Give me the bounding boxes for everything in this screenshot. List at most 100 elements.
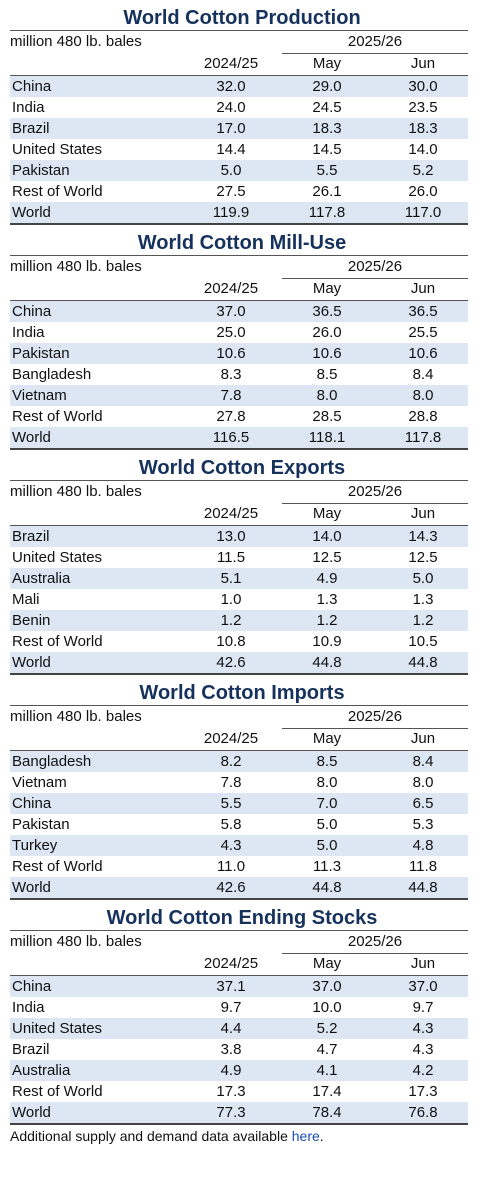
table-row: Vietnam 7.8 8.0 8.0 <box>10 385 468 406</box>
cell-value: 27.5 <box>216 183 246 200</box>
cotton-tables-root: World Cotton Production million 480 lb. b… <box>0 7 484 1145</box>
cell-value: 44.8 <box>408 654 438 671</box>
cell-value: 10.6 <box>408 345 438 362</box>
row-label: Australia <box>12 570 71 587</box>
row-label: Turkey <box>12 837 58 854</box>
cell-value: 5.1 <box>220 570 242 587</box>
column-header: Jun <box>410 55 436 72</box>
cell-value: 10.5 <box>408 633 438 650</box>
cell-value: 44.8 <box>312 654 342 671</box>
cell-value: 10.9 <box>312 633 342 650</box>
marketing-year-label: 2025/26 <box>347 483 403 500</box>
row-label: United States <box>12 1020 103 1037</box>
cell-value: 5.2 <box>316 1020 338 1037</box>
row-label: Brazil <box>12 1041 50 1058</box>
cell-value: 10.6 <box>216 345 246 362</box>
table-row: World 119.9 117.8 117.0 <box>10 202 468 225</box>
cell-value: 5.5 <box>220 795 242 812</box>
column-header: 2024/25 <box>203 55 259 72</box>
cell-value: 5.0 <box>316 837 338 854</box>
row-label: China <box>12 303 52 320</box>
year-span-rule <box>282 953 468 954</box>
cell-value: 44.8 <box>408 879 438 896</box>
table-row: India 9.7 10.0 9.7 <box>10 997 468 1018</box>
row-label: Benin <box>12 612 51 629</box>
cell-value: 8.4 <box>412 366 434 383</box>
cell-value: 1.2 <box>412 612 434 629</box>
cell-value: 14.4 <box>216 141 246 158</box>
table-row: Brazil 13.0 14.0 14.3 <box>10 526 468 547</box>
column-header: Jun <box>410 505 436 522</box>
cell-value: 17.4 <box>312 1083 342 1100</box>
table-subheader: million 480 lb. bales 2025/26 <box>10 930 468 953</box>
table-row: Brazil 17.0 18.3 18.3 <box>10 118 468 139</box>
table-row: Rest of World 17.3 17.4 17.3 <box>10 1081 468 1102</box>
table-section: World Cotton Ending Stocks million 480 lb… <box>0 900 484 1125</box>
table-row: Vietnam 7.8 8.0 8.0 <box>10 772 468 793</box>
column-header: 2024/25 <box>203 730 259 747</box>
footer-note: Additional supply and demand data availa… <box>10 1127 484 1145</box>
cell-value: 116.5 <box>212 429 250 446</box>
cell-value: 28.5 <box>312 408 342 425</box>
cell-value: 117.8 <box>308 204 346 221</box>
table-section: World Cotton Mill-Use million 480 lb. bal… <box>0 225 484 450</box>
cell-value: 8.0 <box>412 774 434 791</box>
cell-value: 76.8 <box>408 1104 438 1121</box>
cell-value: 11.5 <box>216 549 246 566</box>
table-row: Rest of World 27.5 26.1 26.0 <box>10 181 468 202</box>
cell-value: 24.5 <box>312 99 342 116</box>
cell-value: 8.5 <box>316 753 338 770</box>
cell-value: 11.3 <box>312 858 342 875</box>
row-label: United States <box>12 549 103 566</box>
row-label: India <box>12 99 45 116</box>
column-header: 2024/25 <box>203 955 259 972</box>
cell-value: 9.7 <box>220 999 242 1016</box>
cell-value: 7.8 <box>220 387 242 404</box>
cell-value: 28.8 <box>408 408 438 425</box>
row-label: Bangladesh <box>12 753 92 770</box>
table-section: World Cotton Exports million 480 lb. bale… <box>0 450 484 675</box>
cell-value: 5.0 <box>316 816 338 833</box>
cell-value: 29.0 <box>312 78 342 95</box>
table-row: Turkey 4.3 5.0 4.8 <box>10 835 468 856</box>
cell-value: 78.4 <box>312 1104 342 1121</box>
column-header-row: 2024/25 May Jun <box>10 503 468 525</box>
cell-value: 36.5 <box>312 303 342 320</box>
row-label: World <box>12 429 51 446</box>
cell-value: 77.3 <box>216 1104 246 1121</box>
cell-value: 1.2 <box>220 612 242 629</box>
marketing-year-label: 2025/26 <box>347 33 403 50</box>
cell-value: 8.5 <box>316 366 338 383</box>
table-row: Bangladesh 8.2 8.5 8.4 <box>10 751 468 772</box>
cell-value: 5.3 <box>412 816 434 833</box>
year-span-rule <box>282 728 468 729</box>
column-header: 2024/25 <box>203 280 259 297</box>
cell-value: 23.5 <box>408 99 438 116</box>
column-header: Jun <box>410 730 436 747</box>
footer-suffix: . <box>319 1128 324 1144</box>
cell-value: 37.0 <box>312 978 342 995</box>
table-row: United States 14.4 14.5 14.0 <box>10 139 468 160</box>
cell-value: 8.0 <box>316 774 338 791</box>
cell-value: 11.8 <box>408 858 438 875</box>
unit-label: million 480 lb. bales <box>10 258 142 275</box>
table-row: United States 11.5 12.5 12.5 <box>10 547 468 568</box>
table-row: Brazil 3.8 4.7 4.3 <box>10 1039 468 1060</box>
unit-label: million 480 lb. bales <box>10 33 142 50</box>
row-label: Rest of World <box>12 858 103 875</box>
table-title: World Cotton Production <box>123 7 361 29</box>
cell-value: 8.0 <box>412 387 434 404</box>
column-header: May <box>312 505 342 522</box>
table-row: Benin 1.2 1.2 1.2 <box>10 610 468 631</box>
row-label: Rest of World <box>12 633 103 650</box>
row-label: United States <box>12 141 103 158</box>
cell-value: 4.7 <box>316 1041 338 1058</box>
cell-value: 37.0 <box>408 978 438 995</box>
cell-value: 17.3 <box>408 1083 438 1100</box>
cell-value: 17.0 <box>216 120 246 137</box>
table-row: Australia 5.1 4.9 5.0 <box>10 568 468 589</box>
table-row: Rest of World 10.8 10.9 10.5 <box>10 631 468 652</box>
cell-value: 7.0 <box>316 795 338 812</box>
cell-value: 25.0 <box>216 324 246 341</box>
here-link[interactable]: here <box>291 1128 320 1144</box>
